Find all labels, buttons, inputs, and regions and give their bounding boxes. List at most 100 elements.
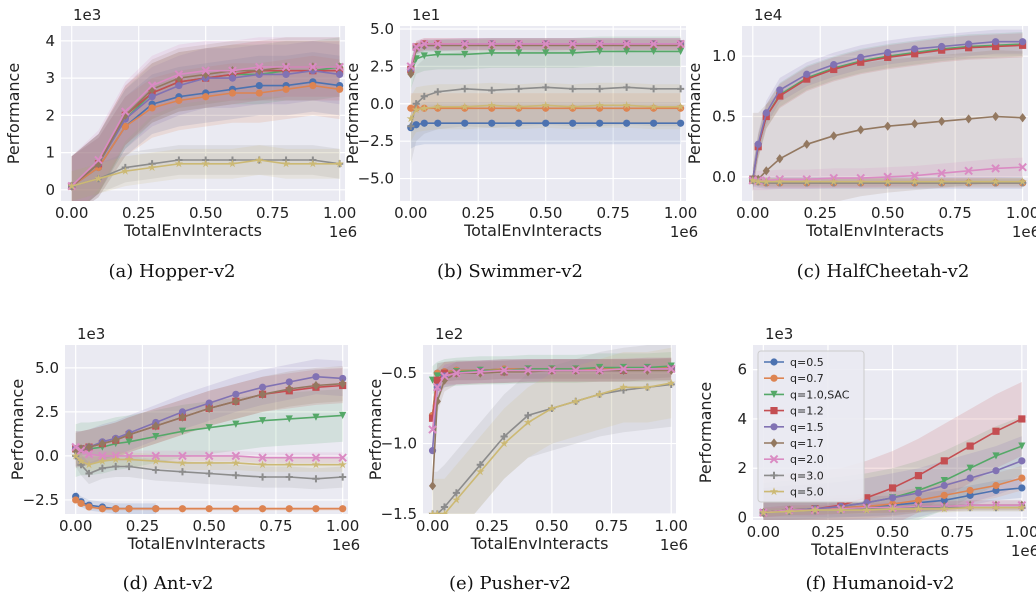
data-point — [643, 364, 652, 374]
data-point — [125, 462, 133, 471]
data-point — [541, 100, 550, 109]
legend-item: q=3.0 — [764, 469, 824, 482]
data-point — [175, 96, 183, 105]
data-point — [232, 505, 240, 513]
series-band-q=3.0 — [432, 345, 672, 514]
data-point — [623, 119, 631, 127]
series-group — [67, 37, 344, 201]
data-point — [312, 380, 320, 391]
data-point — [500, 432, 508, 441]
data-point — [595, 39, 604, 49]
data-point — [487, 39, 497, 49]
data-point — [762, 109, 770, 117]
data-point — [311, 460, 321, 469]
x-tick-label: 1.00 — [655, 517, 688, 535]
x-multiplier: 1e6 — [332, 536, 360, 554]
data-point — [125, 438, 133, 446]
data-point — [231, 451, 241, 461]
y-tick-label: −0.5 — [381, 364, 417, 382]
data-point — [476, 467, 485, 476]
x-tick-label: 0.25 — [476, 517, 509, 535]
data-point — [940, 481, 948, 490]
plot-area — [61, 26, 345, 201]
data-point — [992, 486, 1000, 495]
data-point — [966, 474, 974, 482]
data-point — [98, 451, 107, 461]
data-point — [232, 396, 240, 406]
y-tick-label: 0.0 — [712, 168, 736, 186]
legend-label: q=1.2 — [790, 405, 824, 418]
data-point — [282, 85, 290, 93]
data-point — [339, 374, 347, 383]
data-point — [547, 366, 557, 375]
series-band-q=1.2 — [410, 38, 681, 76]
plot-area — [65, 345, 348, 514]
data-point — [863, 494, 871, 502]
data-point — [336, 85, 344, 93]
series-band-q=3.0 — [75, 445, 343, 490]
data-point — [452, 495, 461, 504]
data-point — [255, 89, 263, 97]
data-point — [460, 39, 470, 49]
data-point — [650, 85, 658, 93]
data-point — [76, 446, 86, 455]
legend-marker — [769, 487, 779, 496]
data-point — [335, 62, 344, 72]
data-point — [72, 496, 80, 504]
data-point — [488, 119, 496, 127]
data-point — [888, 504, 897, 513]
data-point — [649, 39, 658, 49]
series-band-q=1.5 — [71, 40, 340, 201]
series-band-q=1.2 — [71, 40, 340, 201]
data-point — [569, 119, 577, 127]
data-point — [991, 503, 1001, 512]
data-point — [937, 168, 946, 178]
data-point — [830, 61, 838, 69]
data-point — [542, 49, 550, 57]
data-point — [309, 81, 317, 90]
legend-marker — [770, 423, 778, 431]
data-point — [542, 119, 550, 127]
data-point — [461, 85, 469, 93]
data-point — [258, 383, 267, 391]
data-point — [407, 122, 415, 130]
data-point — [98, 464, 106, 472]
data-point — [147, 81, 157, 90]
data-point — [650, 119, 658, 127]
y-tick-label: −2.5 — [358, 132, 394, 150]
x-tick-label: 0.50 — [189, 204, 222, 222]
data-point — [258, 389, 267, 399]
data-point — [411, 42, 421, 52]
data-point — [434, 50, 442, 59]
data-point — [938, 42, 946, 51]
x-tick-label: 1.00 — [1006, 204, 1036, 222]
data-point — [992, 111, 1000, 122]
legend-item: q=0.5 — [764, 356, 824, 369]
data-point — [775, 177, 784, 186]
data-point — [148, 93, 156, 101]
legend-item: q=1.2 — [764, 405, 824, 418]
data-point — [121, 166, 130, 175]
data-point — [94, 155, 103, 165]
legend-item: q=2.0 — [764, 453, 824, 466]
data-point — [569, 49, 577, 57]
data-point — [255, 155, 264, 164]
data-point — [965, 114, 973, 124]
data-point — [650, 47, 658, 56]
data-point — [884, 48, 892, 57]
data-point — [178, 505, 187, 513]
y-tick-label: 2 — [737, 459, 747, 477]
data-point — [596, 47, 604, 56]
data-point — [1019, 113, 1027, 123]
data-point — [125, 430, 133, 440]
data-point — [542, 104, 550, 112]
data-point — [440, 371, 449, 381]
data-point — [762, 177, 771, 186]
data-point — [433, 372, 441, 380]
series-group — [406, 36, 685, 164]
data-point — [201, 159, 210, 168]
data-point — [857, 58, 865, 66]
data-point — [991, 177, 1000, 186]
data-point — [232, 420, 240, 428]
data-point — [308, 62, 318, 72]
